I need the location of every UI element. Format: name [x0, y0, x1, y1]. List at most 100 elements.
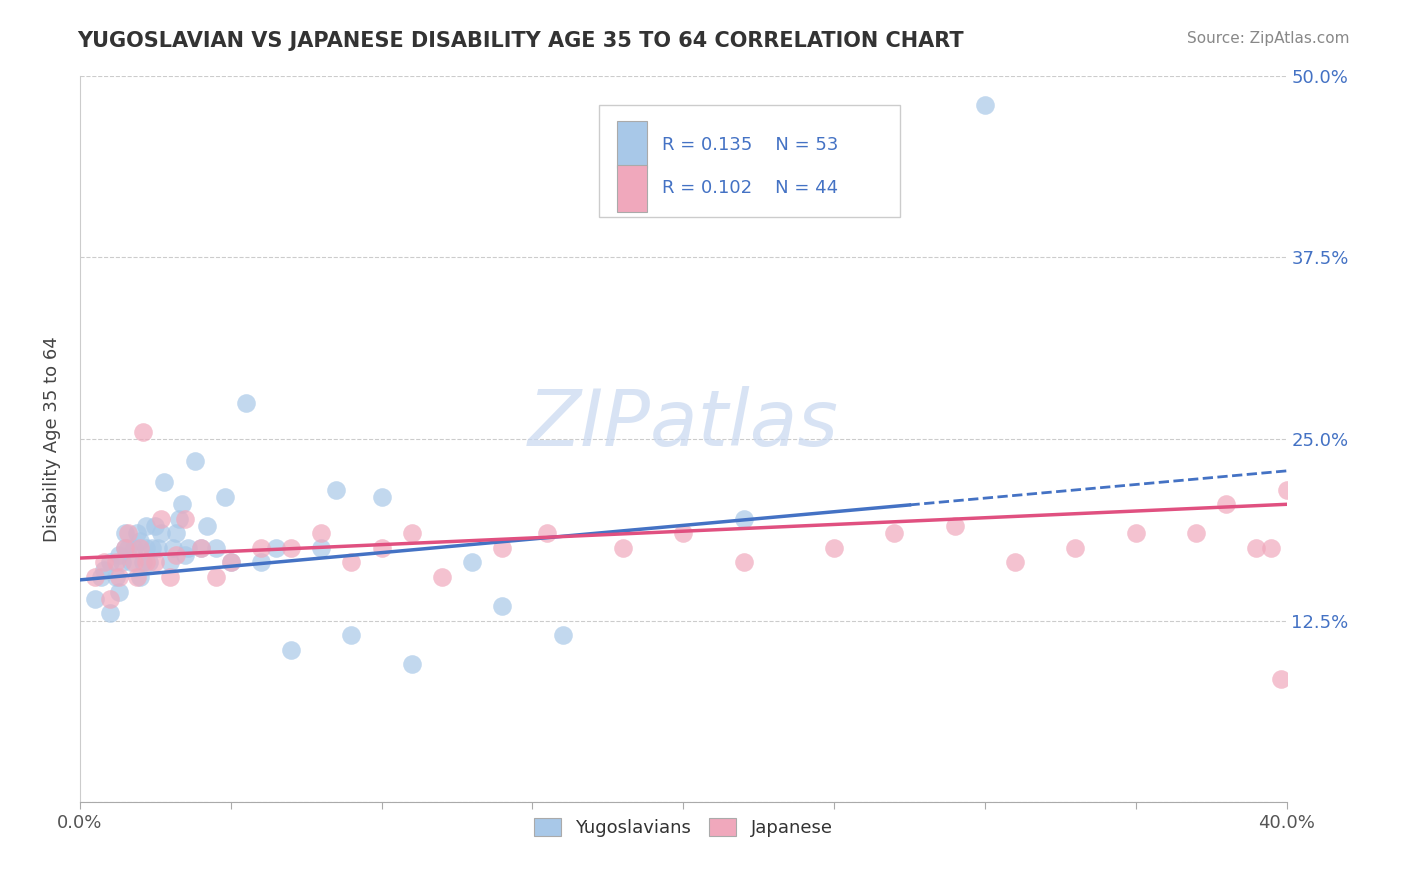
Point	[491, 541, 513, 555]
Point	[551, 628, 574, 642]
Point	[430, 570, 453, 584]
Point	[370, 541, 392, 555]
Point	[162, 541, 184, 555]
Point	[733, 512, 755, 526]
Point	[536, 526, 558, 541]
Point	[120, 556, 142, 570]
Point	[84, 591, 107, 606]
Point	[204, 570, 226, 584]
Point	[84, 570, 107, 584]
Point	[143, 519, 166, 533]
Point	[135, 519, 157, 533]
Point	[883, 526, 905, 541]
Point	[165, 526, 187, 541]
Text: R = 0.102    N = 44: R = 0.102 N = 44	[661, 179, 838, 197]
Point	[98, 607, 121, 621]
Point	[127, 570, 149, 584]
Point	[204, 541, 226, 555]
Point	[114, 541, 136, 555]
Point	[264, 541, 287, 555]
Point	[1064, 541, 1087, 555]
Point	[401, 657, 423, 672]
Point	[1125, 526, 1147, 541]
Point	[325, 483, 347, 497]
Point	[250, 556, 273, 570]
Point	[153, 475, 176, 490]
Point	[159, 556, 181, 570]
Point	[122, 556, 145, 570]
FancyBboxPatch shape	[599, 104, 900, 218]
Point	[401, 526, 423, 541]
Point	[114, 541, 136, 555]
Point	[174, 512, 197, 526]
Point	[214, 490, 236, 504]
Point	[823, 541, 845, 555]
Point	[108, 570, 131, 584]
Point	[98, 556, 121, 570]
Point	[733, 556, 755, 570]
Point	[1270, 672, 1292, 686]
Point	[370, 490, 392, 504]
Point	[183, 453, 205, 467]
Point	[340, 556, 363, 570]
Point	[150, 512, 173, 526]
Point	[461, 556, 484, 570]
Point	[127, 526, 149, 541]
Point	[135, 541, 157, 555]
Point	[105, 556, 128, 570]
Point	[114, 526, 136, 541]
Point	[129, 570, 152, 584]
Point	[1185, 526, 1208, 541]
Point	[172, 497, 194, 511]
Y-axis label: Disability Age 35 to 64: Disability Age 35 to 64	[44, 336, 60, 541]
Point	[150, 526, 173, 541]
Point	[117, 541, 139, 555]
Point	[1215, 497, 1237, 511]
Text: YUGOSLAVIAN VS JAPANESE DISABILITY AGE 35 TO 64 CORRELATION CHART: YUGOSLAVIAN VS JAPANESE DISABILITY AGE 3…	[77, 31, 965, 51]
Point	[108, 548, 131, 562]
Point	[943, 519, 966, 533]
Point	[165, 548, 187, 562]
Point	[195, 519, 218, 533]
Text: Source: ZipAtlas.com: Source: ZipAtlas.com	[1187, 31, 1350, 46]
Point	[491, 599, 513, 613]
Point	[159, 570, 181, 584]
Point	[190, 541, 212, 555]
Point	[132, 425, 155, 439]
Point	[93, 556, 115, 570]
FancyBboxPatch shape	[617, 121, 647, 169]
Text: R = 0.135    N = 53: R = 0.135 N = 53	[661, 136, 838, 153]
Point	[93, 563, 115, 577]
Point	[1275, 483, 1298, 497]
Point	[280, 541, 302, 555]
Point	[174, 548, 197, 562]
Point	[111, 556, 134, 570]
Point	[122, 541, 145, 555]
Point	[169, 512, 191, 526]
Point	[143, 556, 166, 570]
Point	[108, 584, 131, 599]
Point	[250, 541, 273, 555]
Point	[1260, 541, 1282, 555]
Point	[672, 526, 695, 541]
Point	[974, 97, 997, 112]
Point	[141, 541, 163, 555]
Point	[235, 395, 257, 409]
Point	[177, 541, 200, 555]
Point	[117, 526, 139, 541]
Text: ZIPatlas: ZIPatlas	[527, 386, 838, 462]
Point	[309, 541, 332, 555]
Point	[105, 570, 128, 584]
Point	[148, 541, 170, 555]
Point	[309, 526, 332, 541]
Point	[280, 642, 302, 657]
Legend: Yugoslavians, Japanese: Yugoslavians, Japanese	[526, 810, 839, 844]
FancyBboxPatch shape	[617, 164, 647, 211]
Point	[129, 541, 152, 555]
Point	[1246, 541, 1268, 555]
Point	[219, 556, 242, 570]
Point	[135, 556, 157, 570]
Point	[138, 556, 160, 570]
Point	[612, 541, 634, 555]
Point	[132, 556, 155, 570]
